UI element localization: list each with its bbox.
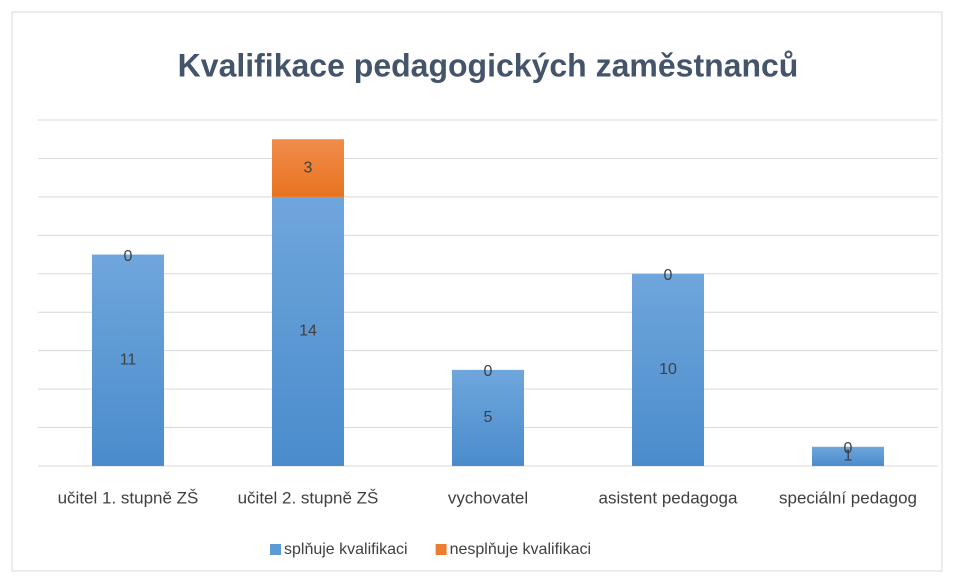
x-tick-label: učitel 2. stupně ZŠ xyxy=(238,488,379,507)
chart-frame xyxy=(11,11,943,572)
bar-segment xyxy=(92,254,164,466)
data-label: 0 xyxy=(124,248,133,265)
data-label: 1 xyxy=(844,448,853,465)
x-tick-label: vychovatel xyxy=(448,488,528,507)
data-label: 3 xyxy=(304,159,313,176)
x-tick-label: učitel 1. stupně ZŠ xyxy=(58,488,199,507)
data-label: 0 xyxy=(844,440,853,457)
bar-segment xyxy=(452,369,524,466)
data-label: 10 xyxy=(659,361,677,378)
legend-swatch xyxy=(435,544,447,555)
bar-segment xyxy=(272,139,344,197)
data-label: 0 xyxy=(484,363,493,380)
x-tick-label: asistent pedagoga xyxy=(599,488,738,507)
legend-label: nesplňuje kvalifikaci xyxy=(450,541,591,558)
x-tick-label: speciální pedagog xyxy=(779,488,917,507)
legend-swatch xyxy=(270,544,281,555)
data-label: 0 xyxy=(664,267,673,284)
data-label: 11 xyxy=(120,351,137,368)
data-label: 5 xyxy=(484,409,493,426)
legend-label: splňuje kvalifikaci xyxy=(284,541,408,558)
bar-segment xyxy=(272,196,344,466)
chart-title: Kvalifikace pedagogických zaměstnanců xyxy=(178,47,799,83)
bar-segment xyxy=(812,446,884,466)
data-label: 14 xyxy=(299,323,317,340)
bar-segment xyxy=(632,273,704,466)
